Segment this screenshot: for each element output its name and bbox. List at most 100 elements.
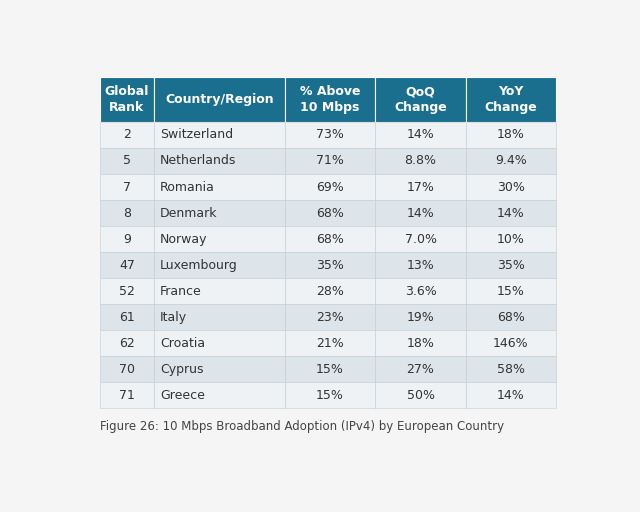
Text: 15%: 15% xyxy=(497,285,525,297)
Bar xyxy=(285,226,375,252)
Bar xyxy=(154,174,285,200)
Text: 71: 71 xyxy=(119,389,135,402)
Text: 68%: 68% xyxy=(316,206,344,220)
Bar xyxy=(285,148,375,174)
Bar xyxy=(100,252,154,278)
Bar xyxy=(285,77,375,122)
Bar xyxy=(375,252,466,278)
Bar xyxy=(100,200,154,226)
Text: % Above
10 Mbps: % Above 10 Mbps xyxy=(300,85,360,114)
Bar xyxy=(285,278,375,304)
Text: Greece: Greece xyxy=(160,389,205,402)
Bar xyxy=(285,174,375,200)
Bar xyxy=(375,174,466,200)
Text: France: France xyxy=(160,285,202,297)
Text: 14%: 14% xyxy=(497,206,525,220)
Bar xyxy=(375,226,466,252)
Bar xyxy=(285,200,375,226)
Text: 58%: 58% xyxy=(497,363,525,376)
Text: 61: 61 xyxy=(119,311,135,324)
Text: 14%: 14% xyxy=(497,389,525,402)
Bar xyxy=(466,226,556,252)
Text: Cyprus: Cyprus xyxy=(160,363,204,376)
Text: 35%: 35% xyxy=(316,259,344,272)
Bar xyxy=(466,148,556,174)
Bar xyxy=(466,356,556,382)
Text: 5: 5 xyxy=(123,155,131,167)
Text: Switzerland: Switzerland xyxy=(160,129,233,141)
Bar xyxy=(466,278,556,304)
Bar xyxy=(285,122,375,148)
Text: 17%: 17% xyxy=(406,181,435,194)
Bar xyxy=(285,330,375,356)
Text: 69%: 69% xyxy=(316,181,344,194)
Bar xyxy=(100,330,154,356)
Bar xyxy=(375,278,466,304)
Text: Country/Region: Country/Region xyxy=(165,93,274,106)
Text: 21%: 21% xyxy=(316,337,344,350)
Bar xyxy=(154,278,285,304)
Bar xyxy=(285,252,375,278)
Text: 28%: 28% xyxy=(316,285,344,297)
Text: 70: 70 xyxy=(119,363,135,376)
Bar xyxy=(466,200,556,226)
Bar xyxy=(154,200,285,226)
Text: 35%: 35% xyxy=(497,259,525,272)
Bar xyxy=(466,252,556,278)
Bar xyxy=(100,382,154,409)
Bar xyxy=(466,330,556,356)
Text: 68%: 68% xyxy=(497,311,525,324)
Bar xyxy=(100,122,154,148)
Bar xyxy=(375,356,466,382)
Bar xyxy=(154,330,285,356)
Bar xyxy=(100,226,154,252)
Text: 3.6%: 3.6% xyxy=(404,285,436,297)
Text: Romania: Romania xyxy=(160,181,215,194)
Bar xyxy=(375,77,466,122)
Text: 8.8%: 8.8% xyxy=(404,155,436,167)
Bar xyxy=(100,77,154,122)
Text: Luxembourg: Luxembourg xyxy=(160,259,237,272)
Bar xyxy=(375,382,466,409)
Bar xyxy=(285,382,375,409)
Text: 30%: 30% xyxy=(497,181,525,194)
Text: 14%: 14% xyxy=(406,129,435,141)
Text: 7.0%: 7.0% xyxy=(404,232,436,246)
Bar xyxy=(375,148,466,174)
Bar xyxy=(285,356,375,382)
Text: YoY
Change: YoY Change xyxy=(484,85,538,114)
Text: 7: 7 xyxy=(123,181,131,194)
Bar xyxy=(375,122,466,148)
Bar xyxy=(100,356,154,382)
Text: 52: 52 xyxy=(119,285,135,297)
Text: 68%: 68% xyxy=(316,232,344,246)
Bar xyxy=(154,77,285,122)
Bar xyxy=(154,148,285,174)
Bar xyxy=(100,174,154,200)
Text: 23%: 23% xyxy=(316,311,344,324)
Text: 27%: 27% xyxy=(406,363,435,376)
Bar xyxy=(466,382,556,409)
Text: Norway: Norway xyxy=(160,232,207,246)
Bar xyxy=(466,174,556,200)
Text: 15%: 15% xyxy=(316,363,344,376)
Text: 73%: 73% xyxy=(316,129,344,141)
Text: 9.4%: 9.4% xyxy=(495,155,527,167)
Text: 18%: 18% xyxy=(497,129,525,141)
Bar xyxy=(154,226,285,252)
Text: 9: 9 xyxy=(123,232,131,246)
Text: 50%: 50% xyxy=(406,389,435,402)
Text: QoQ
Change: QoQ Change xyxy=(394,85,447,114)
Text: 47: 47 xyxy=(119,259,135,272)
Text: 15%: 15% xyxy=(316,389,344,402)
Bar xyxy=(466,304,556,330)
Text: Denmark: Denmark xyxy=(160,206,218,220)
Text: 146%: 146% xyxy=(493,337,529,350)
Bar xyxy=(100,304,154,330)
Text: Figure 26: 10 Mbps Broadband Adoption (IPv4) by European Country: Figure 26: 10 Mbps Broadband Adoption (I… xyxy=(100,420,504,433)
Bar xyxy=(375,200,466,226)
Bar xyxy=(154,356,285,382)
Bar xyxy=(100,278,154,304)
Text: 71%: 71% xyxy=(316,155,344,167)
Text: 8: 8 xyxy=(123,206,131,220)
